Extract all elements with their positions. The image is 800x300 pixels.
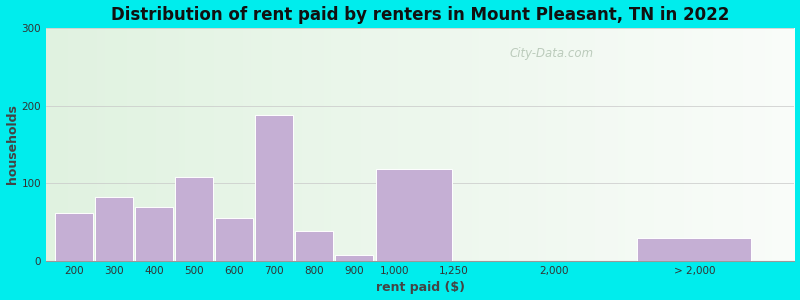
Text: City-Data.com: City-Data.com [510,46,594,59]
Bar [376,169,452,261]
Bar [335,255,373,261]
Bar [255,115,293,261]
Bar [55,213,93,261]
Bar [175,177,213,261]
Bar [95,197,133,261]
Bar [215,218,253,261]
X-axis label: rent paid ($): rent paid ($) [376,281,465,294]
Bar [135,207,173,261]
Y-axis label: households: households [6,104,18,184]
Title: Distribution of rent paid by renters in Mount Pleasant, TN in 2022: Distribution of rent paid by renters in … [111,6,730,24]
Bar [638,238,751,261]
Bar [295,232,333,261]
